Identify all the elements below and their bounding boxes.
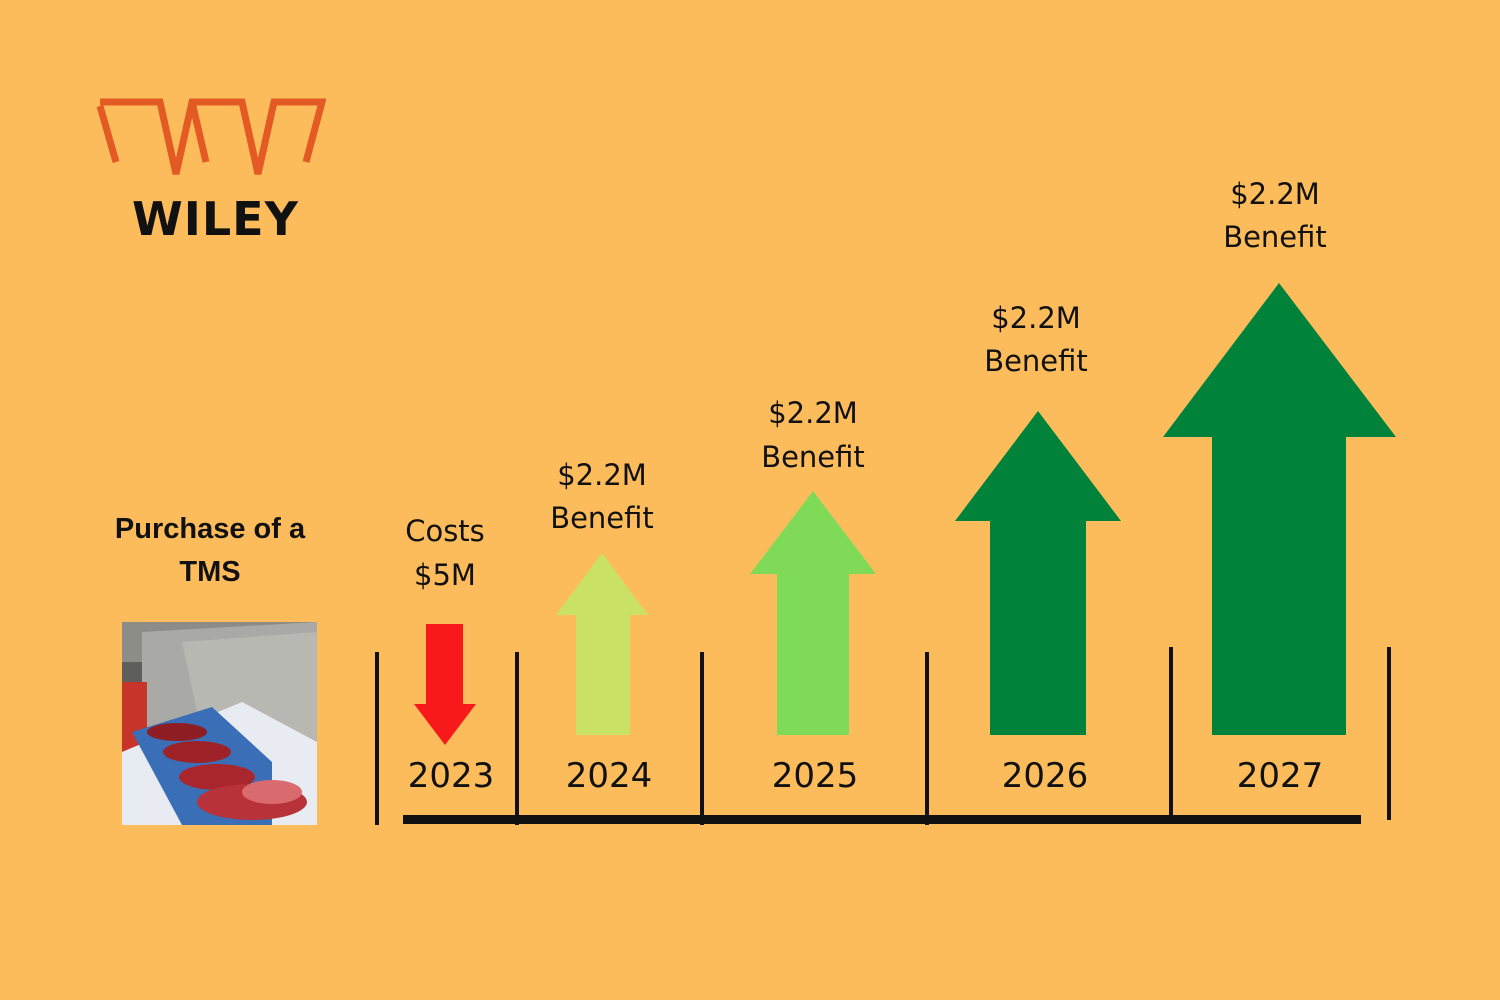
year-2024-label-line-1: $2.2M xyxy=(557,458,647,492)
purchase-title: Purchase of a TMS xyxy=(114,513,306,588)
year-2026-tick-label: 2026 xyxy=(1002,756,1089,796)
year-2023-label-line-2: $5M xyxy=(414,558,476,592)
brand-name: WILEY xyxy=(132,192,299,246)
year-2026-label-line-1: $2.2M xyxy=(991,301,1081,335)
year-2027-tick-label: 2027 xyxy=(1237,756,1324,796)
year-2025-benefit-arrow xyxy=(750,491,876,735)
timeline-divider xyxy=(925,652,929,825)
year-2024-tick-label: 2024 xyxy=(566,756,653,796)
timeline-baseline xyxy=(403,815,1361,824)
year-2023-tick-label: 2023 xyxy=(408,756,495,796)
timeline-divider xyxy=(700,652,704,825)
year-2025-tick-label: 2025 xyxy=(772,756,859,796)
year-2027-benefit-arrow xyxy=(1163,283,1396,735)
year-2025-label-line-1: $2.2M xyxy=(768,396,858,430)
timeline-divider xyxy=(515,652,519,825)
wiley-logo: WILEY xyxy=(96,96,326,256)
year-2024-benefit-arrow xyxy=(556,553,648,735)
timeline-divider xyxy=(1169,647,1173,820)
timeline-divider xyxy=(375,652,379,825)
year-2027-label-line-2: Benefit xyxy=(1223,220,1327,254)
year-2026-benefit-arrow xyxy=(955,411,1121,735)
year-2024-label-line-2: Benefit xyxy=(550,501,654,535)
year-2025-label-line-2: Benefit xyxy=(761,440,865,474)
timeline-divider xyxy=(1387,647,1391,820)
year-2023-cost-arrow xyxy=(414,624,476,745)
wiley-logo-mark-icon xyxy=(96,98,326,175)
year-2026-label-line-2: Benefit xyxy=(984,344,1088,378)
year-2023-label-line-1: Costs xyxy=(405,514,485,548)
year-2027-label-line-1: $2.2M xyxy=(1230,177,1320,211)
meat-processing-photo xyxy=(122,622,317,825)
